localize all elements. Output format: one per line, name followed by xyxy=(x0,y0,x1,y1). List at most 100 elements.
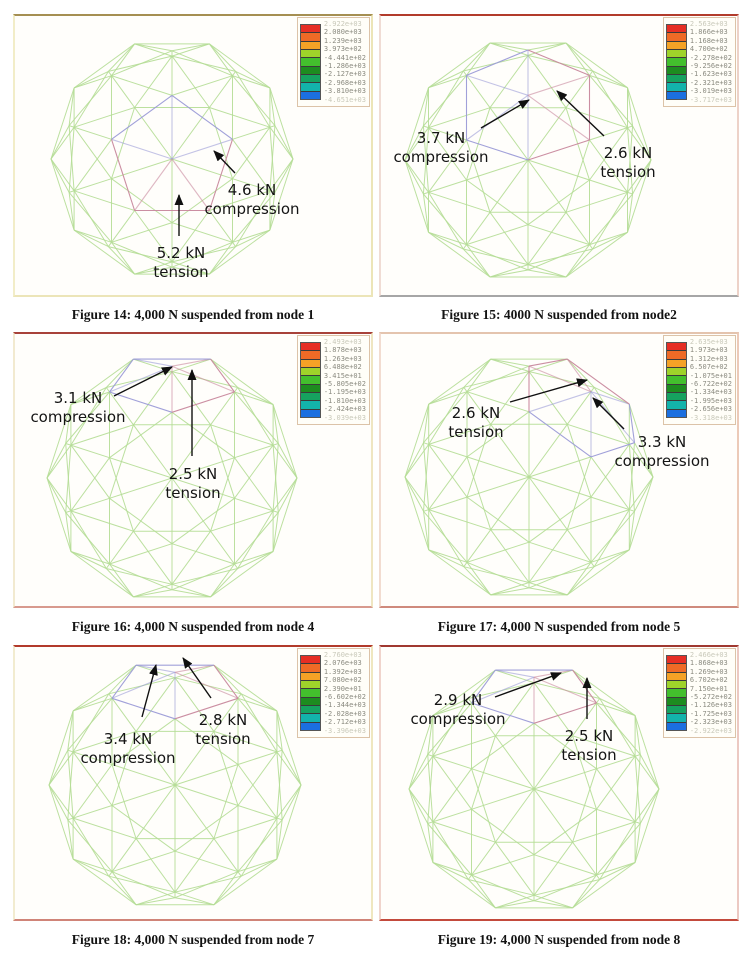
dome-edge xyxy=(209,246,236,275)
dome-edge xyxy=(171,530,212,585)
compression-member xyxy=(111,664,137,699)
dome-edge xyxy=(232,125,276,140)
dome-edge xyxy=(533,682,574,737)
legend-color-bar xyxy=(299,655,321,731)
dome-edge xyxy=(276,751,283,820)
dome-edge xyxy=(495,900,535,909)
dome-edge xyxy=(565,212,594,250)
dome-edge xyxy=(109,543,173,565)
dome-edge xyxy=(50,158,75,231)
dome-edge xyxy=(209,107,271,128)
compression-member xyxy=(590,442,635,458)
annotation-force-value: 2.5 kN xyxy=(564,727,614,745)
dome-edge xyxy=(234,457,274,512)
compression-member xyxy=(466,139,529,161)
dome-edge xyxy=(494,735,535,790)
dome-edge xyxy=(68,127,75,193)
dome-edge xyxy=(527,212,567,265)
legend-value: -3.810e+03 xyxy=(323,87,366,96)
dome-edge xyxy=(213,858,278,906)
legend-color-band xyxy=(666,696,686,705)
figure-caption: Figure 19: 4,000 N suspended from node 8 xyxy=(437,931,681,947)
dome-edge xyxy=(70,387,107,405)
legend-value: -1.623e+03 xyxy=(689,70,732,79)
legend-value: 4.700e+02 xyxy=(689,45,728,54)
dome-edge xyxy=(432,862,496,909)
dome-edge xyxy=(72,730,137,753)
legend-color-band xyxy=(666,32,686,41)
legend-value: -2.028e+03 xyxy=(323,709,366,718)
dome-edge xyxy=(572,879,601,909)
dome-edge xyxy=(463,358,492,388)
dome-edge xyxy=(589,74,628,89)
compression-member xyxy=(466,49,529,76)
dome-edge xyxy=(174,784,215,839)
dome-edge xyxy=(471,874,496,909)
annotation-label: 3.4 kN compression xyxy=(58,730,198,768)
legend-color-band xyxy=(666,366,686,376)
dome-edge xyxy=(68,125,112,140)
legend-value: -9.256e+02 xyxy=(689,61,732,70)
dome-edge xyxy=(428,387,465,445)
dome-edge xyxy=(272,444,298,479)
annotation-label: 2.6 kN tension xyxy=(558,144,698,182)
dome-edge xyxy=(428,70,464,89)
dome-edge xyxy=(404,127,429,161)
dome-edge xyxy=(408,788,429,824)
dome-plot-node7: 2.760e+03 2.076e+03 1.392e+03 7.080e+02 2.39… xyxy=(13,645,373,921)
annotation-force-value: 5.2 kN xyxy=(156,244,206,262)
dome-edge xyxy=(589,125,633,141)
legend-value: 1.269e+03 xyxy=(689,667,728,676)
legend-value: 1.168e+03 xyxy=(689,36,728,45)
dome-edge xyxy=(65,404,72,444)
dome-edge xyxy=(527,179,590,226)
annotation-label: 3.1 kN compression xyxy=(8,389,148,427)
dome-edge xyxy=(428,231,491,278)
dome-edge xyxy=(237,751,278,806)
dome-edge xyxy=(171,477,235,499)
dome-edge xyxy=(48,784,74,819)
annotation-label: 4.6 kN compression xyxy=(182,181,322,219)
legend-value: 6.488e+02 xyxy=(323,363,362,372)
dome-edge xyxy=(533,788,597,810)
dome-edge xyxy=(596,768,636,823)
dome-edge xyxy=(272,512,279,552)
stress-legend: 2.922e+03 2.080e+03 1.239e+03 3.973e+02 -4.4… xyxy=(296,17,370,107)
dome-edge xyxy=(489,107,529,161)
annotation-force-type: compression xyxy=(204,199,300,218)
dome-edge xyxy=(566,529,595,567)
dome-edge xyxy=(65,512,72,552)
dome-edge xyxy=(134,43,173,52)
dome-edge xyxy=(632,159,652,195)
stress-legend: 2.466e+03 1.868e+03 1.269e+03 6.702e+02 7.15… xyxy=(662,648,736,738)
dome-edge xyxy=(528,424,568,478)
dome-edge xyxy=(466,42,491,76)
dome-edge xyxy=(490,371,530,425)
dome-plot-node4: 2.493e+03 1.878e+03 1.263e+03 6.488e+02 3.41… xyxy=(13,332,373,608)
legend-color-band xyxy=(300,343,320,351)
dome-edge xyxy=(111,731,137,806)
dome-edge xyxy=(471,768,535,790)
legend-value: -2.323e+03 xyxy=(689,718,732,727)
dome-edge xyxy=(528,358,568,372)
dome-edge xyxy=(237,551,274,569)
dome-edge xyxy=(111,871,137,906)
dome-edge xyxy=(108,838,137,877)
dome-edge xyxy=(593,386,630,405)
legend-value: -3.396e+03 xyxy=(323,726,366,735)
legend-color-band xyxy=(666,48,686,58)
dome-edge xyxy=(235,70,271,89)
dome-edge xyxy=(108,664,137,695)
dome-edge xyxy=(133,583,173,598)
dome-edge xyxy=(174,764,239,786)
legend-value: 1.866e+03 xyxy=(689,28,728,37)
dome-edge xyxy=(135,731,176,786)
annotation-force-value: 4.6 kN xyxy=(227,181,277,199)
dome-edge xyxy=(213,731,239,806)
dome-edge xyxy=(527,42,567,56)
dome-edge xyxy=(171,241,233,268)
dome-edge xyxy=(134,266,173,275)
dome-edge xyxy=(404,159,424,195)
dome-edge xyxy=(592,231,628,250)
dome-edge xyxy=(423,496,468,512)
